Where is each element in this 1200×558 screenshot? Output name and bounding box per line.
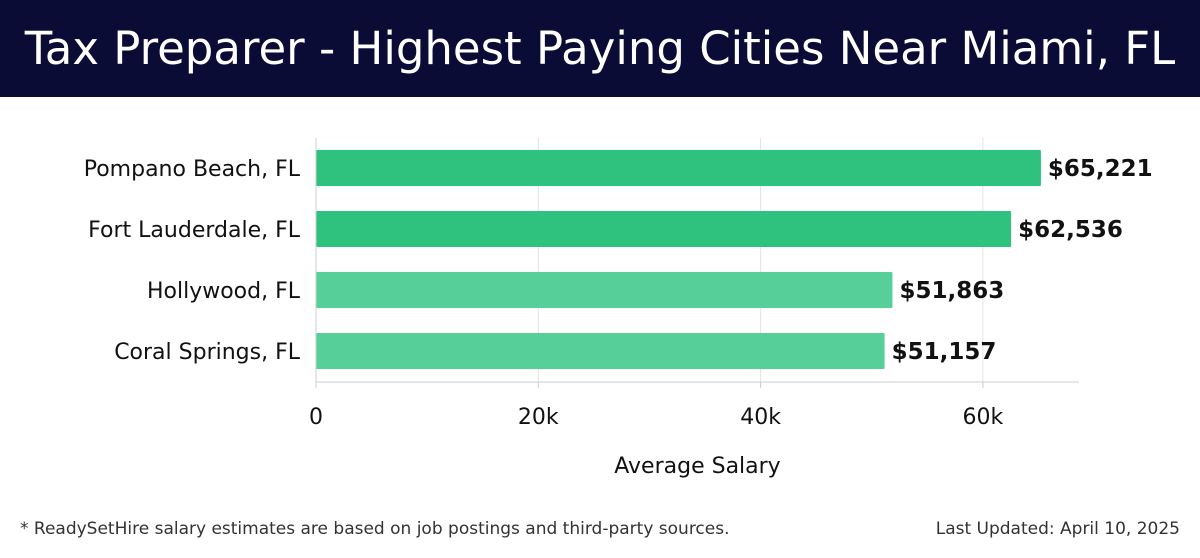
- salary-bar-chart: Pompano Beach, FL $65,221 Fort Lauderdale,…: [84, 138, 1153, 479]
- data-label: $51,157: [892, 339, 997, 365]
- bar: [316, 333, 885, 369]
- x-tick-label: 20k: [518, 405, 559, 430]
- data-label: $62,536: [1018, 217, 1123, 243]
- category-label: Hollywood, FL: [147, 279, 301, 304]
- data-label: $51,863: [899, 278, 1004, 304]
- footnote: * ReadySetHire salary estimates are base…: [20, 519, 730, 539]
- category-label: Pompano Beach, FL: [84, 157, 301, 182]
- x-tick-label: 0: [309, 405, 323, 430]
- bar: [316, 272, 893, 308]
- bar: [316, 211, 1012, 247]
- category-label: Fort Lauderdale, FL: [88, 218, 301, 243]
- last-updated: Last Updated: April 10, 2025: [935, 519, 1180, 539]
- bar: [316, 150, 1041, 186]
- x-tick-label: 60k: [963, 405, 1004, 430]
- x-tick-label: 40k: [740, 405, 781, 430]
- data-label: $65,221: [1048, 156, 1153, 182]
- header-banner: Tax Preparer - Highest Paying Cities Nea…: [0, 0, 1200, 97]
- chart-title: Tax Preparer - Highest Paying Cities Nea…: [24, 22, 1176, 75]
- category-label: Coral Springs, FL: [114, 340, 301, 365]
- x-axis-title: Average Salary: [614, 454, 780, 479]
